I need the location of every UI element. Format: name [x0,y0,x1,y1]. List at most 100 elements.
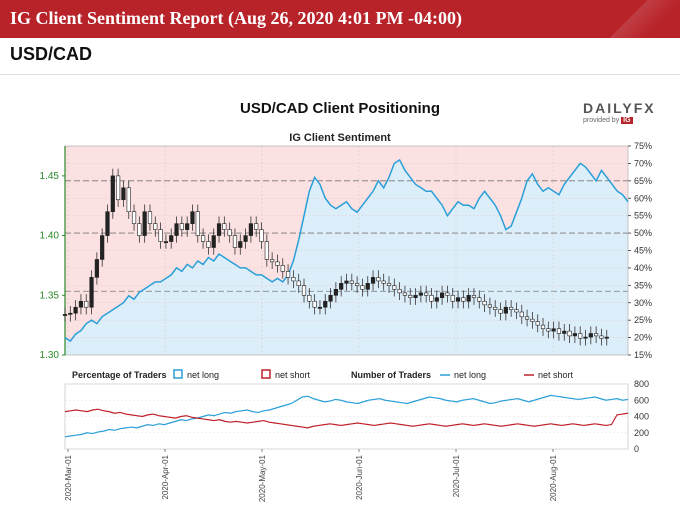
price-candle [455,297,461,302]
price-candle [179,223,184,230]
price-candle [355,283,360,287]
price-candle [259,229,264,242]
price-candle [307,294,312,302]
bottom-legend: Percentage of Traders net long net short… [72,369,574,380]
price-tick-label: 1.45 [40,171,60,182]
pct-tick-label: 25% [634,315,652,325]
legend-num-label: Number of Traders [351,370,431,380]
price-candle [599,335,604,339]
price-candle [604,336,609,339]
price-candle [535,321,540,326]
price-candle [402,292,408,296]
top-plot: 1.30 1.35 1.40 1.45 15% 20% 25% 30% 35% 40% 45% 50%… [40,141,652,361]
price-candle [169,235,174,242]
pct-tick-label: 75% [634,141,652,151]
price-candle [89,277,94,308]
price-tick-label: 1.35 [40,290,60,301]
price-candle [440,292,445,298]
pct-tick-label: 55% [634,211,652,221]
price-candle [413,294,418,298]
price-candle [291,277,296,282]
price-candle [546,328,551,332]
price-candle [206,241,211,248]
price-candle [408,294,413,298]
logo-provided-by: provided by [583,117,620,124]
price-candle [424,292,429,296]
price-candle [216,223,222,236]
price-candle [264,241,269,260]
legend-pct-label: Percentage of Traders [72,370,167,380]
pct-tick-label: 65% [634,176,652,186]
chart-subtitle: IG Client Sentiment [289,132,391,144]
price-candle [275,261,280,266]
price-candle [360,285,365,290]
price-candle [594,333,599,337]
price-candle [349,280,354,284]
price-candle [397,289,402,294]
price-candle [540,324,546,330]
price-candle [445,292,450,296]
long-zone [65,159,628,355]
section-divider [0,74,680,75]
price-candle [572,333,577,337]
pct-tick-label: 70% [634,158,652,168]
price-candle [434,297,439,302]
price-candle [567,330,572,337]
net-long-line [64,158,629,343]
price-candle [62,314,68,316]
price-candle [317,306,323,309]
price-candle [466,294,471,302]
price-candle [344,280,349,284]
bottom-plot: 0 200 400 600 800 2020-Mar-01 2020-Apr-01 2020-… [64,379,649,502]
date-tick-label: 2020-Jul-01 [452,454,461,497]
ig-badge: IG [621,117,633,124]
price-candle [121,187,126,201]
price-candle [509,306,514,310]
price-candle [84,300,89,308]
price-candle [285,271,291,278]
price-candle [200,235,206,242]
price-candle [530,318,535,322]
price-candle [190,211,195,224]
currency-pair-title: USD/CAD [10,44,93,64]
pct-tick-label: 35% [634,280,652,290]
price-candle [381,280,386,284]
price-candle [323,300,328,308]
price-candle [503,306,508,314]
price-candle [222,223,227,230]
price-candle [105,211,110,236]
price-candle [588,333,593,338]
price-candle [116,175,121,201]
pct-tick-label: 40% [634,263,652,273]
price-candle [94,259,99,278]
price-candle [386,283,392,287]
price-candle [376,277,381,282]
price-candle [365,283,370,290]
price-candle [296,280,301,287]
logo-tagline: provided by IG [583,117,663,124]
price-candle [328,294,333,302]
price-candle [493,306,498,310]
price-candle [131,211,137,224]
price-candle [78,300,84,308]
legend-short-label: net short [275,370,311,380]
pct-tick-label: 15% [634,350,652,360]
price-candle [153,223,158,230]
price-candle [482,300,487,306]
price-candle [370,277,376,284]
dailyfx-logo: DAILYFX provided by IG [583,100,663,130]
price-candle [477,297,482,302]
price-tick-label: 1.40 [40,231,60,242]
price-candle [301,285,307,296]
price-candle [142,211,147,236]
date-tick-label: 2020-Jun-01 [355,454,364,499]
count-tick-label: 600 [634,395,649,405]
price-candle [461,297,466,302]
price-candle [147,211,153,224]
price-tick-label: 1.30 [40,350,60,361]
price-candle [110,175,115,212]
price-candle [556,328,562,334]
price-candle [514,309,519,313]
price-candle [524,316,530,320]
